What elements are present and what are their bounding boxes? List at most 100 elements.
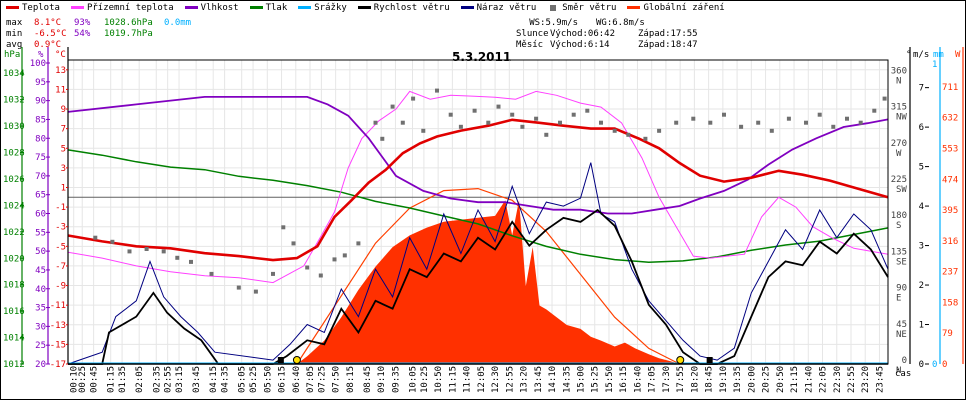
legend-swatch xyxy=(6,6,19,9)
pct-tick-label: 100 xyxy=(30,59,46,69)
time-tick-label: 00:25 xyxy=(78,366,88,393)
mm-tick-label: 0 xyxy=(932,360,937,370)
wind-direction-mark xyxy=(756,120,761,125)
c-tick-label: 1 xyxy=(61,183,66,193)
time-tick-label: 07:05 xyxy=(306,366,316,393)
pct-tick-label: 55 xyxy=(35,228,46,238)
w-tick-label: 632 xyxy=(942,114,958,124)
pct-tick-label: 40 xyxy=(35,285,46,295)
w-tick-label: 79 xyxy=(942,329,953,339)
mm-tick-label: 1 xyxy=(932,60,937,70)
legend-item: Náraz větru xyxy=(460,3,536,13)
wind-direction-mark xyxy=(486,120,491,125)
c-tick-label: -17 xyxy=(50,360,66,370)
c-tick-label: -9 xyxy=(55,282,66,292)
legend-swatch xyxy=(249,6,263,9)
time-tick-label: 18:45 xyxy=(705,366,715,393)
sun-moon-info: WS:5.9m/s WG:6.8m/s SlunceVýchod:06:42 Záp… xyxy=(516,18,698,51)
ms-tick-label: 2 xyxy=(919,281,924,291)
stats-row-avg: avg 0.9°C xyxy=(6,40,214,51)
hpa-tick-label: 1026 xyxy=(3,175,25,185)
wind-gust-line xyxy=(67,162,889,365)
legend-label: Rychlost větru xyxy=(373,3,450,13)
time-tick-label: 03:15 xyxy=(175,366,185,393)
moonrise: Východ:6:14 xyxy=(550,40,610,50)
time-tick-label: 21:15 xyxy=(790,366,800,393)
w-tick-label: 0 xyxy=(942,360,947,370)
wind-direction-mark xyxy=(739,124,744,129)
wind-direction-mark xyxy=(127,249,132,254)
wind-direction-mark xyxy=(534,116,539,121)
w-tick-label: 553 xyxy=(942,144,958,154)
wind-speed-line xyxy=(68,208,889,365)
legend-item: Rychlost větru xyxy=(357,3,450,13)
wind-direction-mark xyxy=(657,128,662,133)
pct-tick-label: 45 xyxy=(35,266,46,276)
stat-temp: -6.5°C xyxy=(34,29,67,39)
sun-label: Slunce xyxy=(516,29,549,39)
wind-direction-mark xyxy=(271,271,275,276)
time-tick-label: 16:40 xyxy=(633,366,643,393)
time-tick-label: 01:35 xyxy=(118,366,128,393)
dir-tick-label: 90 xyxy=(896,284,907,294)
pct-tick-label: 95 xyxy=(35,78,46,88)
sun-row: SlunceVýchod:06:42 Západ:17:55 xyxy=(516,29,698,40)
wind-direction-mark xyxy=(831,124,836,129)
wind-direction-mark xyxy=(722,112,726,117)
dir-tick-label: 225 xyxy=(891,175,907,185)
moonrise-marker xyxy=(277,357,284,363)
dir-name-label: W xyxy=(896,149,902,159)
wind-direction-mark xyxy=(189,259,193,264)
sunrise-marker xyxy=(292,356,301,364)
wind-direction-mark xyxy=(510,112,515,117)
hpa-tick-label: 1014 xyxy=(3,334,25,344)
w-unit: W xyxy=(955,50,961,60)
sunrise: Východ:06:42 xyxy=(550,29,616,39)
wind-direction-mark xyxy=(448,112,453,117)
stats-row-max: max 8.1°C 93% 1028.6hPa 0.0mm xyxy=(6,18,214,29)
pct-tick-label: 75 xyxy=(35,153,46,163)
wind-direction-mark xyxy=(458,124,463,129)
wind-direction-mark xyxy=(236,285,241,290)
time-tick-label: 20:25 xyxy=(762,366,772,393)
legend-swatch xyxy=(184,6,198,9)
wind-direction-mark xyxy=(144,247,149,251)
wind-direction-mark xyxy=(786,116,791,121)
hpa-tick-label: 1028 xyxy=(3,149,25,159)
stat-label: max xyxy=(6,18,23,28)
time-tick-label: 15:50 xyxy=(605,366,615,393)
legend-label: Globální záření xyxy=(643,3,725,13)
stats-table: max 8.1°C 93% 1028.6hPa 0.0mm min -6.5°C 54% 10… xyxy=(6,18,214,51)
pct-tick-label: 65 xyxy=(35,191,46,201)
wind-direction-mark xyxy=(421,128,426,133)
wind-direction-mark xyxy=(281,225,286,230)
stat-rain: 0.0mm xyxy=(164,18,192,28)
wind-direction-mark xyxy=(175,255,180,260)
wind-direction-mark xyxy=(496,104,501,109)
time-tick-label: 06:15 xyxy=(278,366,288,393)
c-tick-label: -13 xyxy=(50,321,66,331)
dir-name-label: NW xyxy=(896,113,907,123)
time-tick-label: 14:35 xyxy=(562,366,572,393)
legend-swatch xyxy=(627,6,641,9)
wind-direction-mark xyxy=(571,112,576,117)
dir-name-label: NE xyxy=(896,330,907,340)
stat-press: 1019.7hPa xyxy=(104,29,153,39)
wind-direction-mark xyxy=(161,249,166,254)
stat-temp: 0.9°C xyxy=(34,40,62,50)
time-tick-label: 23:20 xyxy=(861,366,871,393)
hpa-tick-label: 1024 xyxy=(3,201,25,211)
w-tick-label: 237 xyxy=(942,268,958,278)
pct-tick-label: 80 xyxy=(35,134,46,144)
dir-tick-label: 45 xyxy=(896,320,907,330)
wind-direction-mark xyxy=(291,241,296,246)
time-tick-label: 04:35 xyxy=(221,366,231,393)
legend-swatch xyxy=(357,6,371,9)
stat-label: avg xyxy=(6,40,23,50)
dir-name-label: SE xyxy=(896,257,907,267)
w-tick-label: 158 xyxy=(942,298,958,308)
time-tick-label: 20:00 xyxy=(747,366,757,393)
time-tick-label: 13:20 xyxy=(520,366,530,393)
wind-direction-mark xyxy=(253,289,258,294)
